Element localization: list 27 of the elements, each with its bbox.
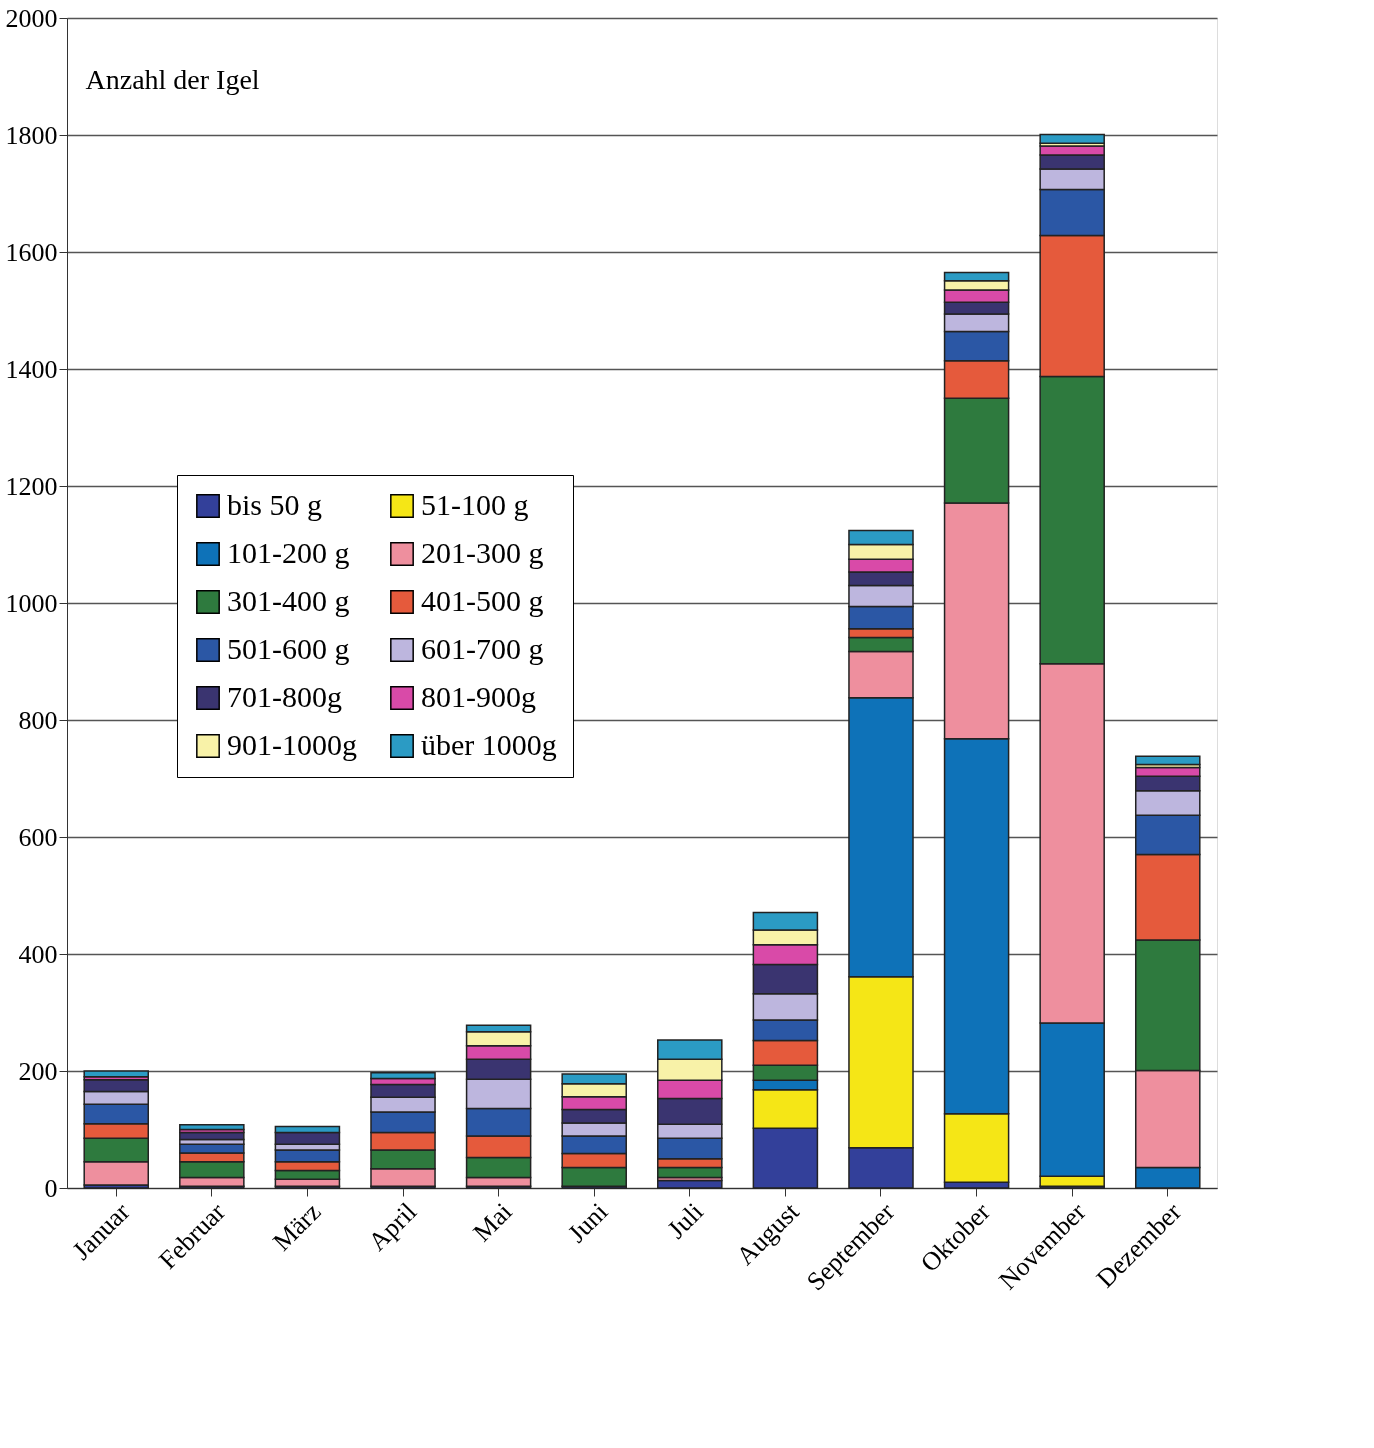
- x-tick-label: Mai: [467, 1197, 518, 1248]
- legend-label: 301-400 g: [227, 584, 350, 617]
- y-tick-label: 2000: [5, 3, 58, 33]
- x-tick-label: Juli: [661, 1197, 709, 1245]
- y-tick-label: 400: [18, 939, 58, 969]
- y-tick-label: 1600: [5, 237, 58, 267]
- legend-label: 901-1000g: [227, 728, 357, 761]
- legend-label: 201-300 g: [421, 536, 544, 569]
- legend-label: 501-600 g: [227, 632, 350, 665]
- legend-label: 101-200 g: [227, 536, 350, 569]
- y-tick-label: 0: [44, 1173, 58, 1203]
- legend-label: 51-100 g: [421, 488, 529, 521]
- y-tick-label: 1800: [5, 120, 58, 150]
- x-tick-label: Juni: [562, 1197, 614, 1249]
- y-tick-label: 1200: [5, 471, 58, 501]
- y-axis-title: Anzahl der Igel: [85, 63, 260, 95]
- y-tick-label: 800: [18, 705, 58, 735]
- legend-label: bis 50 g: [227, 488, 323, 521]
- legend-label: über 1000g: [421, 728, 557, 761]
- y-tick-label: 1400: [5, 354, 58, 384]
- legend-label: 701-800g: [227, 680, 342, 713]
- y-tick-label: 600: [18, 822, 58, 852]
- y-tick-label: 200: [18, 1056, 58, 1086]
- legend-label: 601-700 g: [421, 632, 544, 665]
- legend-label: 801-900g: [421, 680, 536, 713]
- legend-label: 401-500 g: [421, 584, 544, 617]
- y-tick-label: 1000: [5, 588, 58, 618]
